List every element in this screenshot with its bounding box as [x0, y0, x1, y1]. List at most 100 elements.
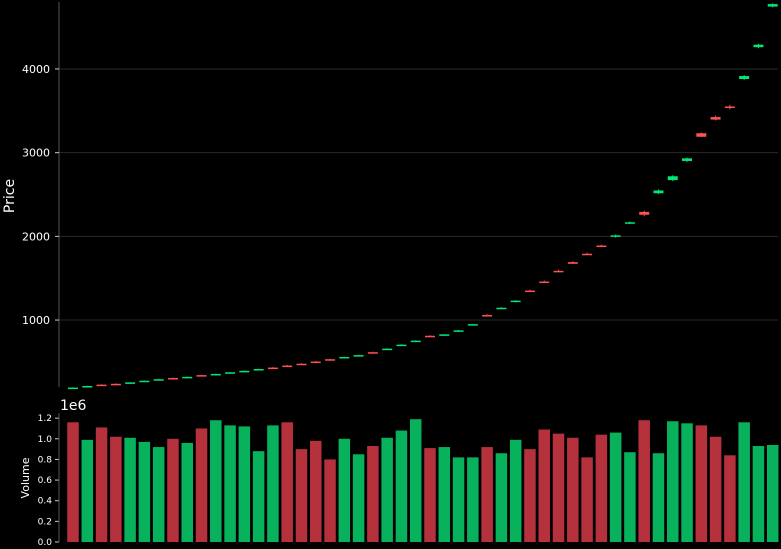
price-tick-label: 2000	[22, 230, 50, 243]
candle-body	[753, 44, 764, 48]
candle	[225, 372, 236, 374]
volume-bar	[652, 453, 665, 542]
volume-bar	[138, 441, 151, 542]
candle-body	[467, 324, 478, 326]
volume-bar	[238, 426, 251, 542]
candle-body	[110, 383, 121, 386]
candle	[767, 3, 778, 8]
volume-bar	[81, 439, 94, 542]
candle	[582, 252, 593, 256]
candle-body	[739, 76, 750, 79]
volume-bar	[67, 422, 79, 542]
volume-panel: 0.0 0.2 0.4 0.6 0.8 1.0 1.2 1e6 Volume	[19, 398, 779, 548]
candle-body	[553, 270, 564, 273]
candlesticks	[68, 3, 778, 390]
candle	[282, 365, 293, 368]
volume-bar	[595, 434, 608, 542]
candle-body	[610, 235, 621, 237]
candle	[653, 189, 664, 195]
candle-body	[96, 384, 107, 387]
candle-body	[724, 106, 735, 108]
candle-body	[524, 290, 535, 293]
volume-bar	[724, 455, 736, 542]
candle	[239, 370, 250, 373]
volume-tick-label: 0.0	[38, 538, 53, 548]
volume-bar	[695, 425, 708, 542]
volume-bar	[624, 452, 636, 542]
volume-bar	[267, 425, 279, 542]
candle-body	[767, 4, 778, 7]
volume-tick-label: 0.4	[38, 497, 53, 507]
volume-bar	[152, 447, 165, 542]
volume-bar	[338, 438, 351, 542]
candle-body	[82, 385, 93, 388]
candle	[367, 351, 378, 354]
price-tick-label: 1000	[22, 314, 50, 327]
volume-bar	[467, 457, 479, 542]
candle	[439, 334, 450, 336]
candle-body	[439, 334, 450, 336]
volume-tick-label: 0.2	[38, 517, 52, 527]
candle-body	[582, 253, 593, 256]
candle	[396, 344, 407, 347]
volume-bar	[224, 425, 236, 542]
volume-bar	[681, 423, 693, 542]
candle	[167, 377, 178, 380]
volume-bar	[181, 442, 193, 542]
candle-body	[325, 359, 336, 361]
candle-body	[139, 380, 150, 383]
candle-body	[339, 356, 350, 359]
candle	[453, 329, 464, 332]
candle	[567, 261, 578, 265]
candle	[524, 289, 535, 293]
candle-body	[639, 211, 650, 215]
volume-bar	[167, 438, 179, 542]
candle	[739, 75, 750, 80]
candle	[125, 382, 136, 384]
candle	[596, 244, 607, 248]
candle	[210, 373, 221, 376]
candle	[724, 104, 735, 110]
volume-bar	[495, 453, 508, 542]
candle	[196, 374, 207, 377]
candle	[353, 354, 364, 357]
candle	[382, 348, 393, 351]
candle	[139, 380, 150, 383]
volume-bar	[538, 429, 550, 542]
volume-bar	[352, 454, 365, 542]
volume-bar	[766, 444, 779, 542]
volume-bar	[281, 422, 293, 542]
candle-body	[282, 365, 293, 368]
volume-bar	[552, 433, 565, 542]
candle-body	[353, 355, 364, 357]
candle-body	[667, 176, 678, 181]
candle-body	[496, 307, 507, 310]
volume-bar	[310, 440, 322, 542]
candle	[624, 221, 635, 225]
candle	[710, 115, 721, 121]
candle	[267, 367, 278, 370]
volume-bar	[367, 446, 379, 542]
volume-bar	[438, 447, 451, 542]
price-y-ticks: 1000 2000 3000 4000	[22, 63, 59, 327]
candle-body	[696, 133, 707, 137]
candle-body	[596, 245, 607, 248]
candle	[96, 384, 107, 387]
candle	[610, 234, 621, 238]
price-grid	[59, 68, 778, 321]
candle	[325, 358, 336, 361]
volume-tick-label: 1.0	[38, 435, 53, 445]
candle	[82, 385, 93, 388]
candle	[410, 340, 421, 343]
price-panel: 1000 2000 3000 4000 Price	[2, 2, 778, 390]
volume-bar	[324, 459, 336, 542]
candle-body	[425, 335, 435, 338]
candle-body	[396, 344, 407, 347]
volume-bar	[752, 446, 765, 542]
volume-bar	[709, 436, 722, 542]
candle-body	[210, 373, 221, 376]
volume-bar	[424, 448, 436, 542]
volume-bar	[252, 451, 265, 542]
candle	[539, 280, 550, 284]
candle-body	[253, 369, 264, 371]
